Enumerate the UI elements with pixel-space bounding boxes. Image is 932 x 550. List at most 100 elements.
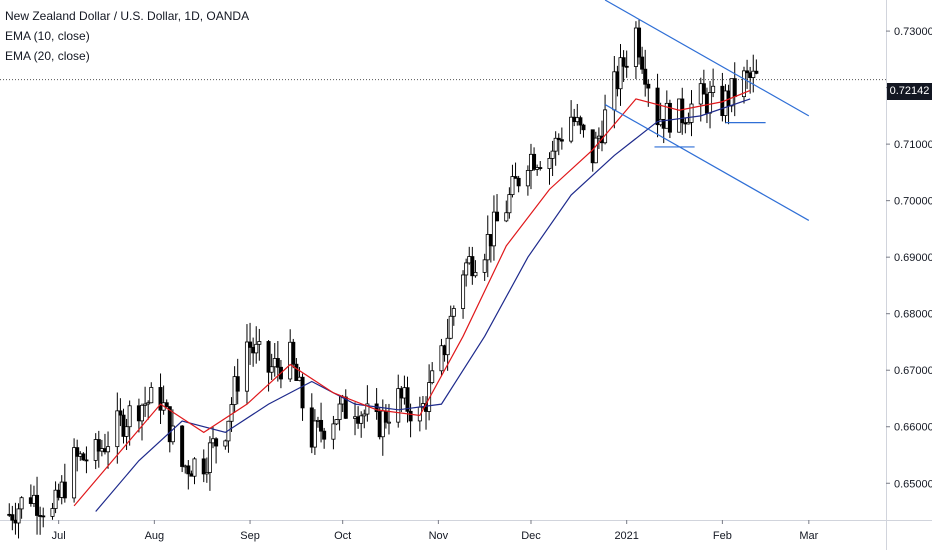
- candle-bear: [62, 481, 67, 499]
- candle-bull: [106, 446, 111, 453]
- candle-bear: [81, 453, 86, 461]
- candle-bull: [686, 122, 691, 125]
- candle-bull: [569, 116, 574, 142]
- candle-bear: [470, 256, 475, 277]
- candle-bear: [745, 70, 750, 74]
- x-tick-label: 2021: [614, 530, 638, 542]
- candle-bear: [495, 211, 500, 222]
- candle-bear: [516, 177, 521, 187]
- candle-bull: [207, 442, 212, 473]
- candle-bear: [655, 87, 660, 126]
- candle-bear: [10, 514, 15, 521]
- x-tick-label: Sep: [240, 530, 260, 542]
- candle-bear: [96, 439, 101, 452]
- candle-bull: [204, 472, 209, 475]
- candle-bear: [559, 139, 564, 142]
- candle-bull: [504, 212, 509, 222]
- candle-bear: [235, 376, 240, 392]
- y-tick-label: 0.69000: [894, 252, 932, 264]
- y-tick-label: 0.73000: [894, 26, 932, 38]
- candle-bull: [473, 271, 478, 277]
- candle-bull: [127, 405, 132, 428]
- candle-bear: [646, 83, 651, 89]
- candle-bull: [72, 447, 77, 499]
- candle-bear: [513, 176, 518, 179]
- candle-bull: [451, 308, 456, 317]
- trendline-lower-channel: [604, 104, 810, 221]
- candle-bear: [41, 515, 46, 518]
- candle-bear: [180, 425, 185, 467]
- candle-bull: [448, 315, 453, 339]
- candle-bull: [711, 85, 716, 93]
- candle-bull: [464, 262, 469, 276]
- y-tick-label: 0.71000: [894, 139, 932, 151]
- candle-bear: [621, 57, 626, 67]
- candle-bull: [257, 341, 262, 345]
- candle-bear: [266, 341, 271, 373]
- candle-bull: [312, 420, 317, 448]
- candle-bull: [741, 70, 746, 98]
- x-tick-label: Jul: [52, 530, 66, 542]
- y-tick-label: 0.70000: [894, 196, 932, 208]
- candle-bear: [35, 494, 40, 516]
- candle-bull: [19, 497, 24, 510]
- candle-bull: [124, 426, 129, 437]
- candle-bull: [510, 176, 515, 196]
- candle-bull: [439, 345, 444, 372]
- chart-title: New Zealand Dollar / U.S. Dollar, 1D, OA…: [5, 9, 250, 23]
- ema10-line: [73, 89, 751, 507]
- candle-bull: [334, 419, 339, 425]
- candle-bull: [143, 403, 148, 406]
- candle-bull: [269, 366, 274, 373]
- candle-bear: [294, 363, 299, 381]
- candle-bear: [121, 414, 126, 437]
- candle-bull: [593, 137, 598, 164]
- candle-bear: [84, 459, 89, 462]
- candle-bull: [550, 150, 555, 159]
- x-tick-label: Dec: [521, 530, 541, 542]
- candle-bear: [118, 410, 123, 416]
- candle-bull: [525, 170, 530, 187]
- candle-bull: [192, 458, 197, 477]
- indicator-ema10: EMA (10, close): [5, 29, 90, 43]
- candle-bull: [16, 508, 21, 524]
- candle-bear: [581, 124, 586, 131]
- candle-bull: [53, 489, 58, 509]
- candle-bull: [396, 388, 401, 423]
- candle-bear: [556, 137, 561, 141]
- candle-bear: [201, 458, 206, 475]
- candle-bear: [374, 403, 379, 413]
- candle-bear: [640, 56, 645, 70]
- candle-bull: [254, 343, 259, 354]
- candle-bear: [291, 341, 296, 365]
- x-tick-label: Oct: [334, 530, 351, 542]
- candle-bear: [637, 27, 642, 58]
- candle-bear: [732, 78, 737, 98]
- candle-bull: [708, 92, 713, 114]
- candle-bear: [322, 430, 327, 440]
- candle-bull: [115, 410, 120, 448]
- candle-bear: [667, 102, 672, 133]
- candle-bull: [359, 415, 364, 424]
- candle-bear: [186, 465, 191, 475]
- candle-bull: [223, 440, 228, 447]
- candle-bull: [337, 403, 342, 420]
- candle-bear: [383, 410, 388, 423]
- candle-bear: [248, 341, 253, 348]
- candle-bear: [319, 419, 324, 432]
- candle-bull: [149, 387, 154, 404]
- candle-bull: [170, 425, 175, 443]
- x-tick-label: Nov: [429, 530, 449, 542]
- candle-bull: [430, 370, 435, 384]
- candle-bull: [386, 421, 391, 424]
- candle-bull: [751, 70, 756, 79]
- indicator-ema20: EMA (20, close): [5, 49, 90, 63]
- y-tick-label: 0.66000: [894, 422, 932, 434]
- candle-bull: [482, 259, 487, 273]
- candle-bear: [538, 167, 543, 169]
- candle-bear: [167, 406, 172, 443]
- candle-bear: [578, 117, 583, 126]
- candle-bear: [408, 410, 413, 422]
- candle-bull: [689, 103, 694, 123]
